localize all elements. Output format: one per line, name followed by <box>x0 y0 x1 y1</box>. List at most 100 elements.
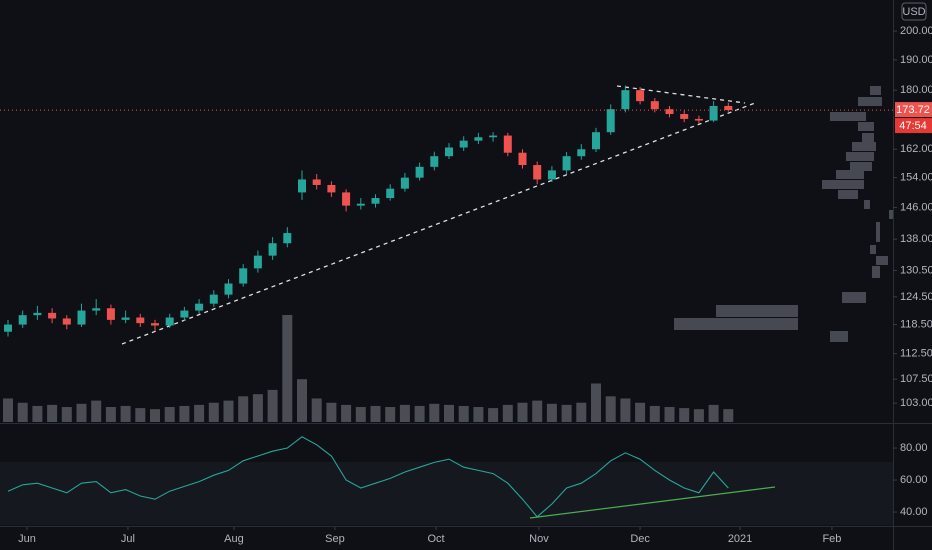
candle-body <box>489 135 498 138</box>
candle-body <box>400 177 409 189</box>
volume-bar <box>576 402 587 422</box>
candle-body <box>239 268 248 284</box>
rsi-trendline <box>529 486 776 519</box>
candle-body <box>253 255 262 269</box>
volume-bar <box>591 383 602 422</box>
volume-bar <box>399 404 410 422</box>
volume-bar <box>135 408 146 422</box>
volume-bar <box>664 407 675 422</box>
candle-body <box>371 198 380 204</box>
candle-body <box>48 312 57 319</box>
y-tick-label: 138.00 <box>900 233 932 245</box>
candle-body <box>650 101 659 110</box>
y-tick-label: 130.50 <box>900 264 932 276</box>
volume-bar <box>61 407 72 422</box>
x-tick-label: Jul <box>121 533 135 545</box>
candle-body <box>724 105 733 111</box>
volume-bar <box>693 409 704 422</box>
volume-bar <box>2 398 13 422</box>
volume-bar <box>91 400 102 422</box>
volume-bar <box>282 315 293 422</box>
y-tick-label: 162.00 <box>900 143 932 155</box>
y-tick-label: 146.00 <box>900 201 932 213</box>
candle-body <box>224 283 233 295</box>
candle-body <box>195 303 204 311</box>
currency: USD <box>902 6 925 18</box>
candle-body <box>694 118 703 121</box>
candle-body <box>533 165 542 180</box>
volume-bar <box>194 404 205 422</box>
volume-bar <box>32 405 43 422</box>
volume-bar <box>679 408 690 422</box>
candle-body <box>312 179 321 185</box>
y-tick-label: 190.00 <box>900 54 932 66</box>
volume-bar <box>267 389 278 422</box>
candle-body <box>592 132 601 150</box>
volume-bar <box>238 396 249 422</box>
y-tick-label: 107.50 <box>900 373 932 385</box>
x-tick-label: Aug <box>224 533 244 545</box>
volume-bar <box>252 394 263 422</box>
trendline <box>616 85 746 104</box>
candle-body <box>430 156 439 167</box>
volume-bar <box>385 407 396 422</box>
volume-bar <box>326 402 337 422</box>
last-price-box <box>895 102 932 118</box>
volume-bar <box>414 405 425 422</box>
volume-bar <box>532 400 543 422</box>
x-tick-label: Jun <box>18 533 36 545</box>
volume-bar <box>311 398 322 422</box>
candle-body <box>621 90 630 110</box>
rsi-y-tick-label: 60.00 <box>900 474 928 486</box>
last-price: 173.72 <box>896 104 930 116</box>
candle-body <box>3 324 12 332</box>
volume-bar <box>296 379 307 422</box>
candle-body <box>636 90 645 102</box>
volume-bar <box>458 405 469 422</box>
volume-bar <box>179 405 190 422</box>
volume-bar <box>546 403 557 422</box>
candle-body <box>150 323 159 326</box>
x-tick-label: Feb <box>822 533 841 545</box>
volume-bar <box>517 402 528 422</box>
x-tick-label: Sep <box>325 533 345 545</box>
y-tick-label: 154.00 <box>900 172 932 184</box>
volume-bar <box>635 402 646 422</box>
candle-body <box>121 317 130 320</box>
volume-bar <box>76 403 87 422</box>
volume-profile <box>674 86 893 342</box>
y-tick-label: 103.00 <box>900 397 932 409</box>
volume-bar <box>708 404 719 422</box>
volume-bar <box>488 408 499 422</box>
volume-bar <box>443 404 454 422</box>
countdown: 47:54 <box>899 120 927 132</box>
volume-bar <box>164 407 175 422</box>
candle-body <box>444 147 453 157</box>
volume-bar <box>429 403 440 422</box>
x-tick-label: Dec <box>630 533 650 545</box>
volume-bar <box>605 396 616 422</box>
candle-body <box>327 184 336 193</box>
volume-bar <box>120 405 131 422</box>
volume-bar <box>47 404 58 422</box>
countdown-box <box>895 118 932 134</box>
candle-body <box>459 140 468 148</box>
rsi-line <box>7 436 729 518</box>
volume-bar <box>723 409 734 422</box>
volume-bar <box>473 407 484 422</box>
currency-box <box>901 2 927 21</box>
candle-body <box>606 109 615 133</box>
candle-body <box>342 192 351 206</box>
candle-body <box>106 308 115 320</box>
candle-body <box>547 170 556 180</box>
candle-body <box>92 308 101 311</box>
volume-bar <box>561 404 572 422</box>
candle-body <box>577 149 586 157</box>
candle-body <box>62 318 71 325</box>
candle-body <box>518 152 527 166</box>
candle-body <box>709 105 718 121</box>
y-tick-label: 200.00 <box>900 25 932 37</box>
volume-bar <box>208 402 219 422</box>
